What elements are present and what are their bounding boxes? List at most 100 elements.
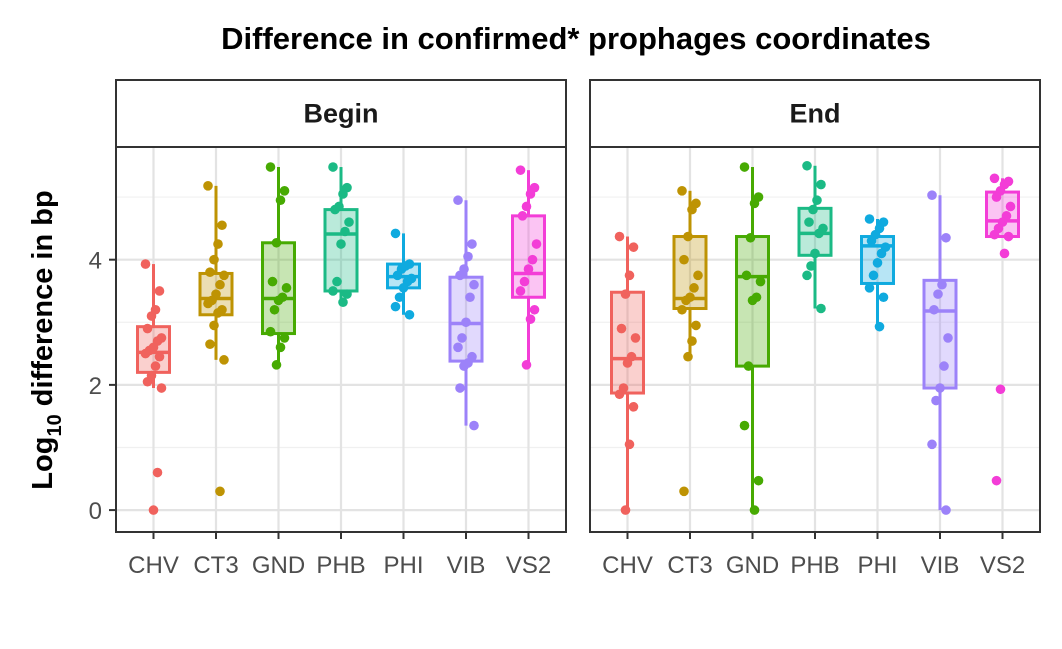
data-point <box>806 261 816 271</box>
data-point <box>874 321 885 332</box>
strip-box <box>115 79 567 148</box>
y-axis-label: Log10 difference in bp <box>27 190 66 489</box>
box-vs2 <box>511 165 546 370</box>
data-point <box>991 192 1002 202</box>
strip-box <box>589 79 1041 148</box>
y-axis-label-rest: difference in bp <box>27 190 59 414</box>
data-point <box>620 289 631 299</box>
x-tick-label: CHV <box>602 552 653 579</box>
y-axis-label-subscript: 10 <box>44 414 66 436</box>
data-point <box>927 190 937 201</box>
data-point <box>148 505 159 515</box>
data-point <box>628 401 639 412</box>
data-point <box>816 179 826 190</box>
data-point <box>275 195 286 206</box>
box-iqr <box>511 214 546 299</box>
data-point <box>745 232 756 243</box>
data-point <box>273 295 284 306</box>
box-phi <box>386 228 421 320</box>
data-point <box>265 326 276 337</box>
x-tick-label: VS2 <box>980 552 1025 579</box>
data-point <box>142 376 153 387</box>
data-point <box>215 486 225 497</box>
data-point <box>281 283 292 293</box>
y-axis-label-base: Log <box>27 437 59 490</box>
data-point <box>816 303 826 314</box>
box-gnd <box>735 162 770 515</box>
data-point <box>146 311 157 321</box>
data-point <box>340 226 350 237</box>
data-point <box>457 333 467 343</box>
data-point <box>679 254 689 265</box>
data-point <box>342 289 352 299</box>
data-point <box>755 276 766 287</box>
data-point <box>455 383 465 393</box>
data-point <box>941 505 951 515</box>
data-point <box>989 229 1000 240</box>
data-point <box>876 248 887 259</box>
data-point <box>213 239 223 249</box>
data-point <box>390 301 401 312</box>
data-point <box>872 258 883 268</box>
x-tick-label: VIB <box>447 552 486 579</box>
data-point <box>279 186 290 196</box>
data-point <box>614 231 625 242</box>
panel-begin: Begin CHV CT3 GND PHB PHI VIB VS2 <box>115 79 567 579</box>
x-tick-label: PHB <box>790 552 839 579</box>
data-point <box>394 292 405 303</box>
data-point <box>154 286 165 296</box>
data-point <box>517 211 528 221</box>
data-point <box>624 439 635 450</box>
data-point <box>338 189 348 199</box>
data-point <box>150 361 161 371</box>
data-point <box>390 228 401 239</box>
data-point <box>810 248 820 259</box>
data-point <box>398 283 409 293</box>
data-point <box>527 254 538 265</box>
data-point <box>142 323 153 334</box>
x-tick-label: CT3 <box>667 552 712 579</box>
box-vib <box>922 190 958 515</box>
box-phb <box>797 160 833 314</box>
data-point <box>620 505 631 515</box>
data-point <box>933 289 943 299</box>
box-gnd <box>261 162 296 370</box>
data-point <box>991 475 1002 486</box>
data-point <box>467 239 477 249</box>
data-point <box>461 317 471 328</box>
data-point <box>868 270 879 281</box>
data-point <box>344 217 354 227</box>
data-point <box>453 342 463 353</box>
panel-end: End CHV CT3 GND PHB PHI VIB VS2 <box>589 79 1041 579</box>
data-point <box>519 276 530 287</box>
box-vib <box>448 195 484 431</box>
x-tick-label: CT3 <box>193 552 238 579</box>
data-point <box>523 264 534 274</box>
data-point <box>271 360 282 370</box>
data-point <box>628 242 639 252</box>
data-point <box>525 314 536 324</box>
data-point <box>271 237 282 248</box>
x-tick-label: GND <box>252 552 305 579</box>
data-point <box>521 360 532 370</box>
data-point <box>269 304 280 315</box>
data-point <box>219 355 229 365</box>
data-point <box>683 351 693 362</box>
data-point <box>465 292 475 303</box>
x-tick-label: PHI <box>383 552 423 579</box>
data-point <box>630 333 641 343</box>
data-point <box>336 239 346 249</box>
x-tick-label: GND <box>726 552 779 579</box>
data-point <box>525 189 536 199</box>
chart-title: Difference in confirmed* prophages coord… <box>221 21 931 56</box>
data-point <box>469 279 479 290</box>
data-point <box>529 304 540 315</box>
data-point <box>687 336 697 346</box>
data-point <box>469 420 479 431</box>
data-point <box>677 186 687 196</box>
data-point <box>209 320 219 331</box>
data-point <box>156 383 167 393</box>
data-point <box>693 270 703 281</box>
data-point <box>689 283 699 293</box>
